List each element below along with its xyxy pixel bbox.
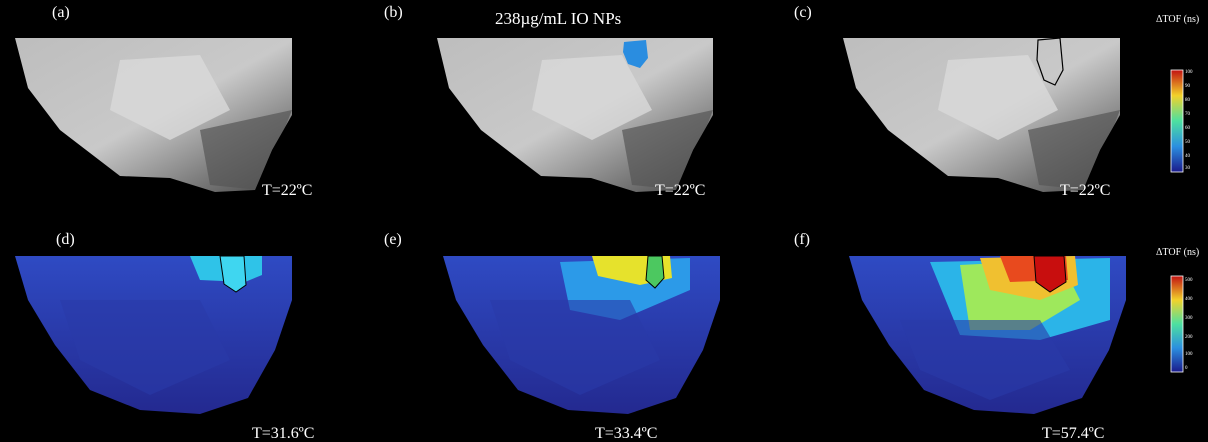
temperature-b: T=22ºC [655, 182, 706, 199]
panel-label-e: (e) [384, 231, 402, 248]
colorbar-bottom-tick: 0 [1185, 366, 1188, 371]
figure-title: 238µg/mL IO NPs [495, 9, 622, 28]
temperature-a: T=22ºC [262, 182, 313, 199]
colorbar-bottom-tick: 200 [1185, 335, 1193, 340]
panel-b-image [437, 38, 713, 192]
colorbar-top [1170, 69, 1184, 173]
panel-label-b: (b) [384, 4, 403, 21]
colorbar-bottom-tick: 100 [1185, 352, 1193, 357]
panel-d-image [15, 256, 292, 414]
nanoparticle-region [623, 40, 648, 68]
nanoparticle-outline [1036, 38, 1064, 86]
colorbar-top-tick: 100 [1185, 70, 1193, 75]
panel-f-image [849, 256, 1126, 414]
panel-a-image [15, 38, 292, 192]
panel-label-d: (d) [56, 231, 75, 248]
temperature-c: T=22ºC [1060, 182, 1111, 199]
panel-label-f: (f) [794, 231, 810, 248]
temperature-d: T=31.6ºC [252, 425, 315, 442]
panel-c-image [843, 38, 1120, 192]
colorbar-bottom-tick: 300 [1185, 316, 1193, 321]
colorbar-top-tick: 90 [1185, 84, 1190, 89]
colorbar-top-tick: 30 [1185, 166, 1190, 171]
colorbar-bottom-tick: 500 [1185, 278, 1193, 283]
panel-label-a: (a) [52, 4, 70, 21]
colorbar-bottom-tick: 400 [1185, 297, 1193, 302]
colorbar-bottom-title: ΔTOF (ns) [1156, 247, 1200, 258]
colorbar-top-tick: 60 [1185, 126, 1190, 131]
panel-label-c: (c) [794, 4, 812, 21]
panel-e-image [443, 256, 720, 414]
colorbar-top-tick: 40 [1185, 154, 1190, 159]
temperature-f: T=57.4ºC [1042, 425, 1105, 442]
colorbar-bottom [1170, 275, 1184, 373]
temperature-e: T=33.4ºC [595, 425, 658, 442]
colorbar-top-tick: 70 [1185, 112, 1190, 117]
colorbar-top-tick: 50 [1185, 140, 1190, 145]
colorbar-top-tick: 80 [1185, 98, 1190, 103]
colorbar-top-title: ΔTOF (ns) [1156, 14, 1200, 25]
